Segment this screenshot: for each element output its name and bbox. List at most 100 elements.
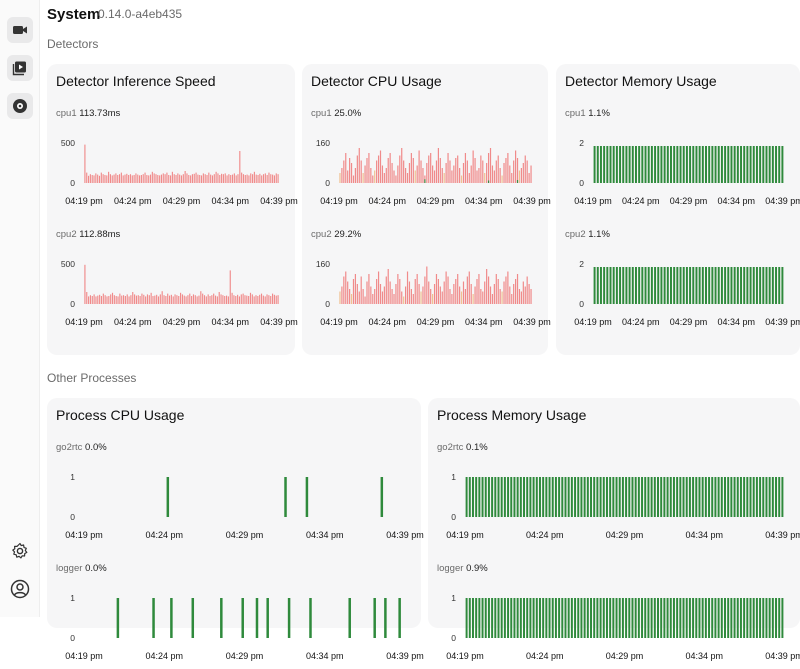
chart-bar — [660, 146, 663, 183]
chart-bar — [476, 279, 478, 304]
chart-bar — [462, 281, 465, 304]
chart-bar — [612, 146, 615, 183]
chart-bar — [615, 267, 618, 304]
chart-bar — [538, 598, 541, 638]
chart-bar — [156, 294, 158, 304]
chart-bar — [759, 146, 762, 183]
chart-bar — [554, 477, 557, 517]
chart-bar — [349, 158, 351, 183]
y-tick-label: 0 — [70, 299, 75, 309]
chart-bar — [493, 284, 495, 304]
x-tick-label: 04:34 pm — [686, 651, 724, 661]
chart-bar — [185, 296, 187, 304]
chart-bar — [176, 295, 178, 304]
chart-bar — [246, 174, 248, 183]
chart-bar — [95, 296, 97, 304]
chart-bar — [468, 598, 471, 638]
chart-bar — [615, 146, 618, 183]
card-memory-usage: Detector Memory Usage cpu1 1.1% 2 0 04:19 … — [556, 64, 800, 355]
chart-bar — [418, 150, 420, 183]
chart-bar — [104, 295, 106, 304]
chart-bar — [389, 153, 391, 183]
chart-svg: 1 0 04:19 pm 04:24 pm 04:29 pm 04:34 pm 04:39 … — [446, 593, 800, 661]
chart-bar — [752, 146, 755, 183]
chart-bar — [130, 295, 132, 304]
chart-bar — [733, 598, 736, 638]
chart-bar — [161, 291, 163, 304]
chart-bar — [383, 286, 385, 304]
chart-bar — [266, 294, 268, 304]
chart-bar — [118, 174, 121, 183]
chart-bar — [733, 477, 736, 517]
chart-bar — [570, 598, 573, 638]
chart-bar — [339, 173, 341, 183]
chart-bar — [97, 174, 99, 183]
chart-bar — [698, 267, 701, 304]
chart-bar — [542, 477, 545, 517]
chart-bar — [762, 477, 765, 517]
chart-bar — [727, 267, 730, 304]
y-tick-label: 0 — [70, 178, 75, 188]
card-title: Detector Inference Speed — [56, 73, 216, 89]
chart-bar — [480, 155, 482, 183]
chart-bar — [688, 477, 691, 517]
chart-bar — [224, 296, 226, 304]
chart-bar — [647, 146, 650, 183]
chart-bar — [219, 175, 221, 183]
chart-bar — [87, 175, 90, 183]
sidebar-item-exports[interactable] — [7, 93, 33, 119]
playlist-icon — [12, 61, 26, 76]
chart-bar — [393, 294, 395, 304]
chart-bar — [673, 146, 676, 183]
chart-memory-cpu2: 2 0 04:19 pm 04:24 pm 04:29 pm 04:34 pm 04:39 … — [556, 255, 800, 335]
chart-bar — [523, 477, 526, 517]
chart-bar — [140, 175, 142, 183]
sidebar-item-account[interactable] — [7, 576, 33, 602]
chart-bar — [634, 146, 637, 183]
chart-bar — [484, 598, 487, 638]
chart-bar — [383, 173, 385, 183]
chart-bar — [638, 146, 641, 183]
chart-bar — [273, 294, 275, 304]
chart-bar — [403, 296, 405, 304]
chart-bar — [653, 598, 656, 638]
chart-bar — [261, 175, 263, 183]
chart-bar — [538, 477, 541, 517]
chart-bar — [106, 175, 108, 183]
chart-bar — [462, 163, 465, 183]
sidebar-item-settings[interactable] — [7, 538, 33, 564]
chart-bar — [345, 271, 347, 304]
chart-bar — [460, 175, 463, 183]
chart-bar — [86, 292, 88, 304]
chart-bar — [507, 598, 510, 638]
chart-bar — [507, 477, 510, 517]
chart-bar — [487, 477, 490, 517]
chart-bar — [509, 286, 511, 304]
chart-bar — [184, 171, 186, 183]
x-tick-label: 04:19 pm — [320, 196, 358, 206]
chart-bar — [354, 168, 357, 183]
chart-bar — [180, 292, 182, 304]
chart-bar — [455, 158, 457, 183]
chart-bar — [519, 477, 522, 517]
chart-bar — [163, 295, 165, 304]
chart-bar — [457, 155, 459, 183]
chart-bar — [698, 477, 701, 517]
chart-bar — [226, 175, 228, 183]
x-tick-label: 04:39 pm — [513, 317, 551, 327]
chart-bar — [259, 173, 261, 183]
chart-bar — [685, 598, 688, 638]
chart-bar — [720, 267, 723, 304]
chart-bar — [89, 295, 92, 304]
sidebar-item-recordings[interactable] — [7, 55, 33, 81]
x-tick-label: 04:24 pm — [526, 530, 564, 540]
chart-bar — [384, 598, 387, 638]
stat-label: cpu2 — [311, 229, 332, 240]
chart-bar — [672, 598, 675, 638]
sidebar-item-live[interactable] — [7, 17, 33, 43]
chart-bar — [711, 146, 714, 183]
y-tick-label: 1 — [70, 593, 75, 603]
chart-bar — [159, 294, 161, 304]
chart-bar — [666, 267, 669, 304]
chart-bar — [513, 284, 515, 304]
